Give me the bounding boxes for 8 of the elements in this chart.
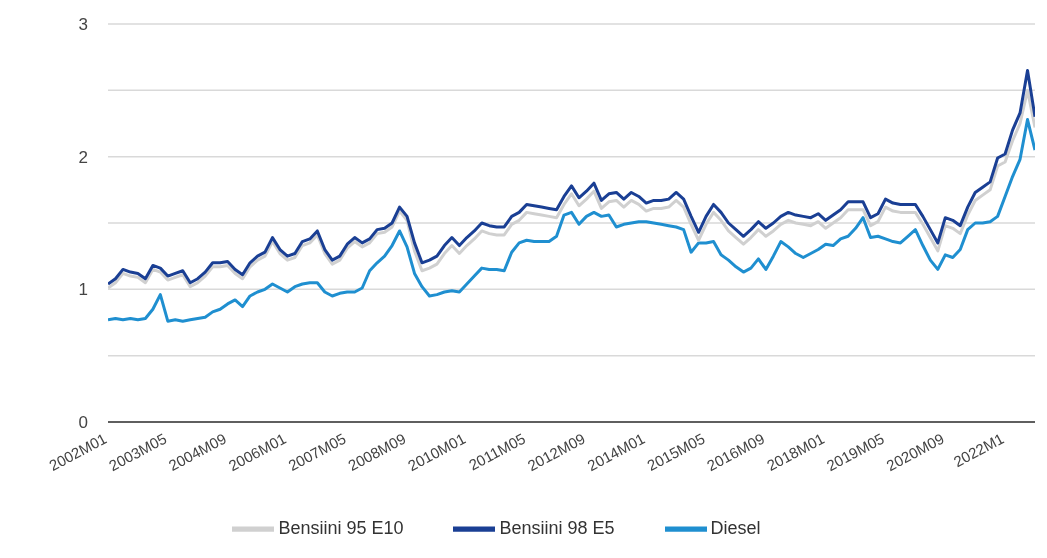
legend-label: Bensiini 95 E10 [278, 517, 404, 538]
y-tick-label: 2 [78, 147, 88, 167]
legend-label: Diesel [710, 517, 761, 538]
y-tick-label: 3 [78, 15, 88, 35]
legend-label: Bensiini 98 E5 [499, 517, 615, 538]
y-tick-label: 1 [78, 280, 88, 300]
y-tick-label: 0 [78, 413, 88, 433]
line-series [108, 118, 1035, 323]
